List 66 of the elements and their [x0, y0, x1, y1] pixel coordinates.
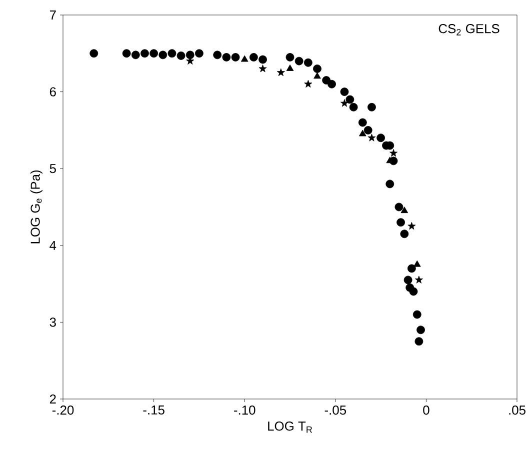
y-axis-title: LOG G$_{e}$ (Pa): [30, 170, 42, 244]
point: [313, 64, 322, 73]
point: [349, 102, 358, 112]
point: [407, 264, 416, 273]
point: [346, 95, 354, 104]
point: [131, 50, 140, 60]
point: [294, 56, 304, 66]
y-tick-label: 7: [50, 10, 56, 20]
point: [240, 55, 248, 62]
point: [404, 276, 412, 284]
point: [276, 68, 285, 76]
point: [414, 337, 424, 346]
point: [122, 49, 131, 58]
y-tick-label: 6: [50, 87, 56, 96]
point: [364, 126, 372, 134]
point: [386, 180, 394, 188]
point: [158, 50, 168, 60]
point: [400, 230, 409, 238]
point: [168, 49, 176, 58]
x-tick-label: -.15: [143, 406, 164, 415]
point: [409, 287, 418, 296]
x-tick-label: -.05: [324, 406, 346, 415]
point: [222, 53, 231, 62]
point: [412, 310, 422, 319]
point: [90, 49, 98, 58]
point: [400, 206, 408, 214]
x-tick-label: .05: [509, 406, 526, 415]
x-tick-label: -.10: [234, 406, 256, 415]
point: [213, 50, 222, 60]
x-tick-label: 0: [423, 406, 430, 415]
y-tick-label: 5: [50, 164, 56, 174]
point: [376, 134, 386, 142]
point: [176, 52, 186, 60]
point: [340, 99, 348, 107]
point: [414, 276, 423, 284]
point: [328, 80, 336, 88]
point: [140, 49, 149, 58]
point: [258, 55, 267, 64]
point: [314, 72, 321, 79]
point: [286, 53, 294, 62]
point: [390, 149, 398, 157]
point: [368, 134, 376, 142]
point: [416, 326, 425, 334]
point: [394, 202, 404, 212]
y-tick-label: 4: [50, 240, 56, 250]
point: [231, 53, 240, 62]
point: [368, 102, 376, 112]
x-axis-title: LOG T$_{R}$: [268, 422, 312, 433]
point: [304, 58, 312, 67]
point: [304, 80, 312, 88]
point: [340, 88, 349, 96]
x-tick-label: -.20: [52, 406, 74, 415]
point: [195, 49, 204, 58]
point: [408, 222, 416, 230]
point: [286, 64, 294, 71]
point: [258, 64, 267, 72]
point: [358, 118, 367, 127]
point: [186, 50, 194, 60]
point: [358, 130, 366, 136]
point: [396, 218, 405, 227]
y-tick-label: 2: [50, 394, 56, 404]
y-tick-label: 3: [50, 318, 56, 327]
point: [150, 49, 158, 58]
text: CS$_{2}$ GELS: [438, 24, 500, 36]
point: [413, 260, 421, 267]
point: [249, 53, 258, 62]
